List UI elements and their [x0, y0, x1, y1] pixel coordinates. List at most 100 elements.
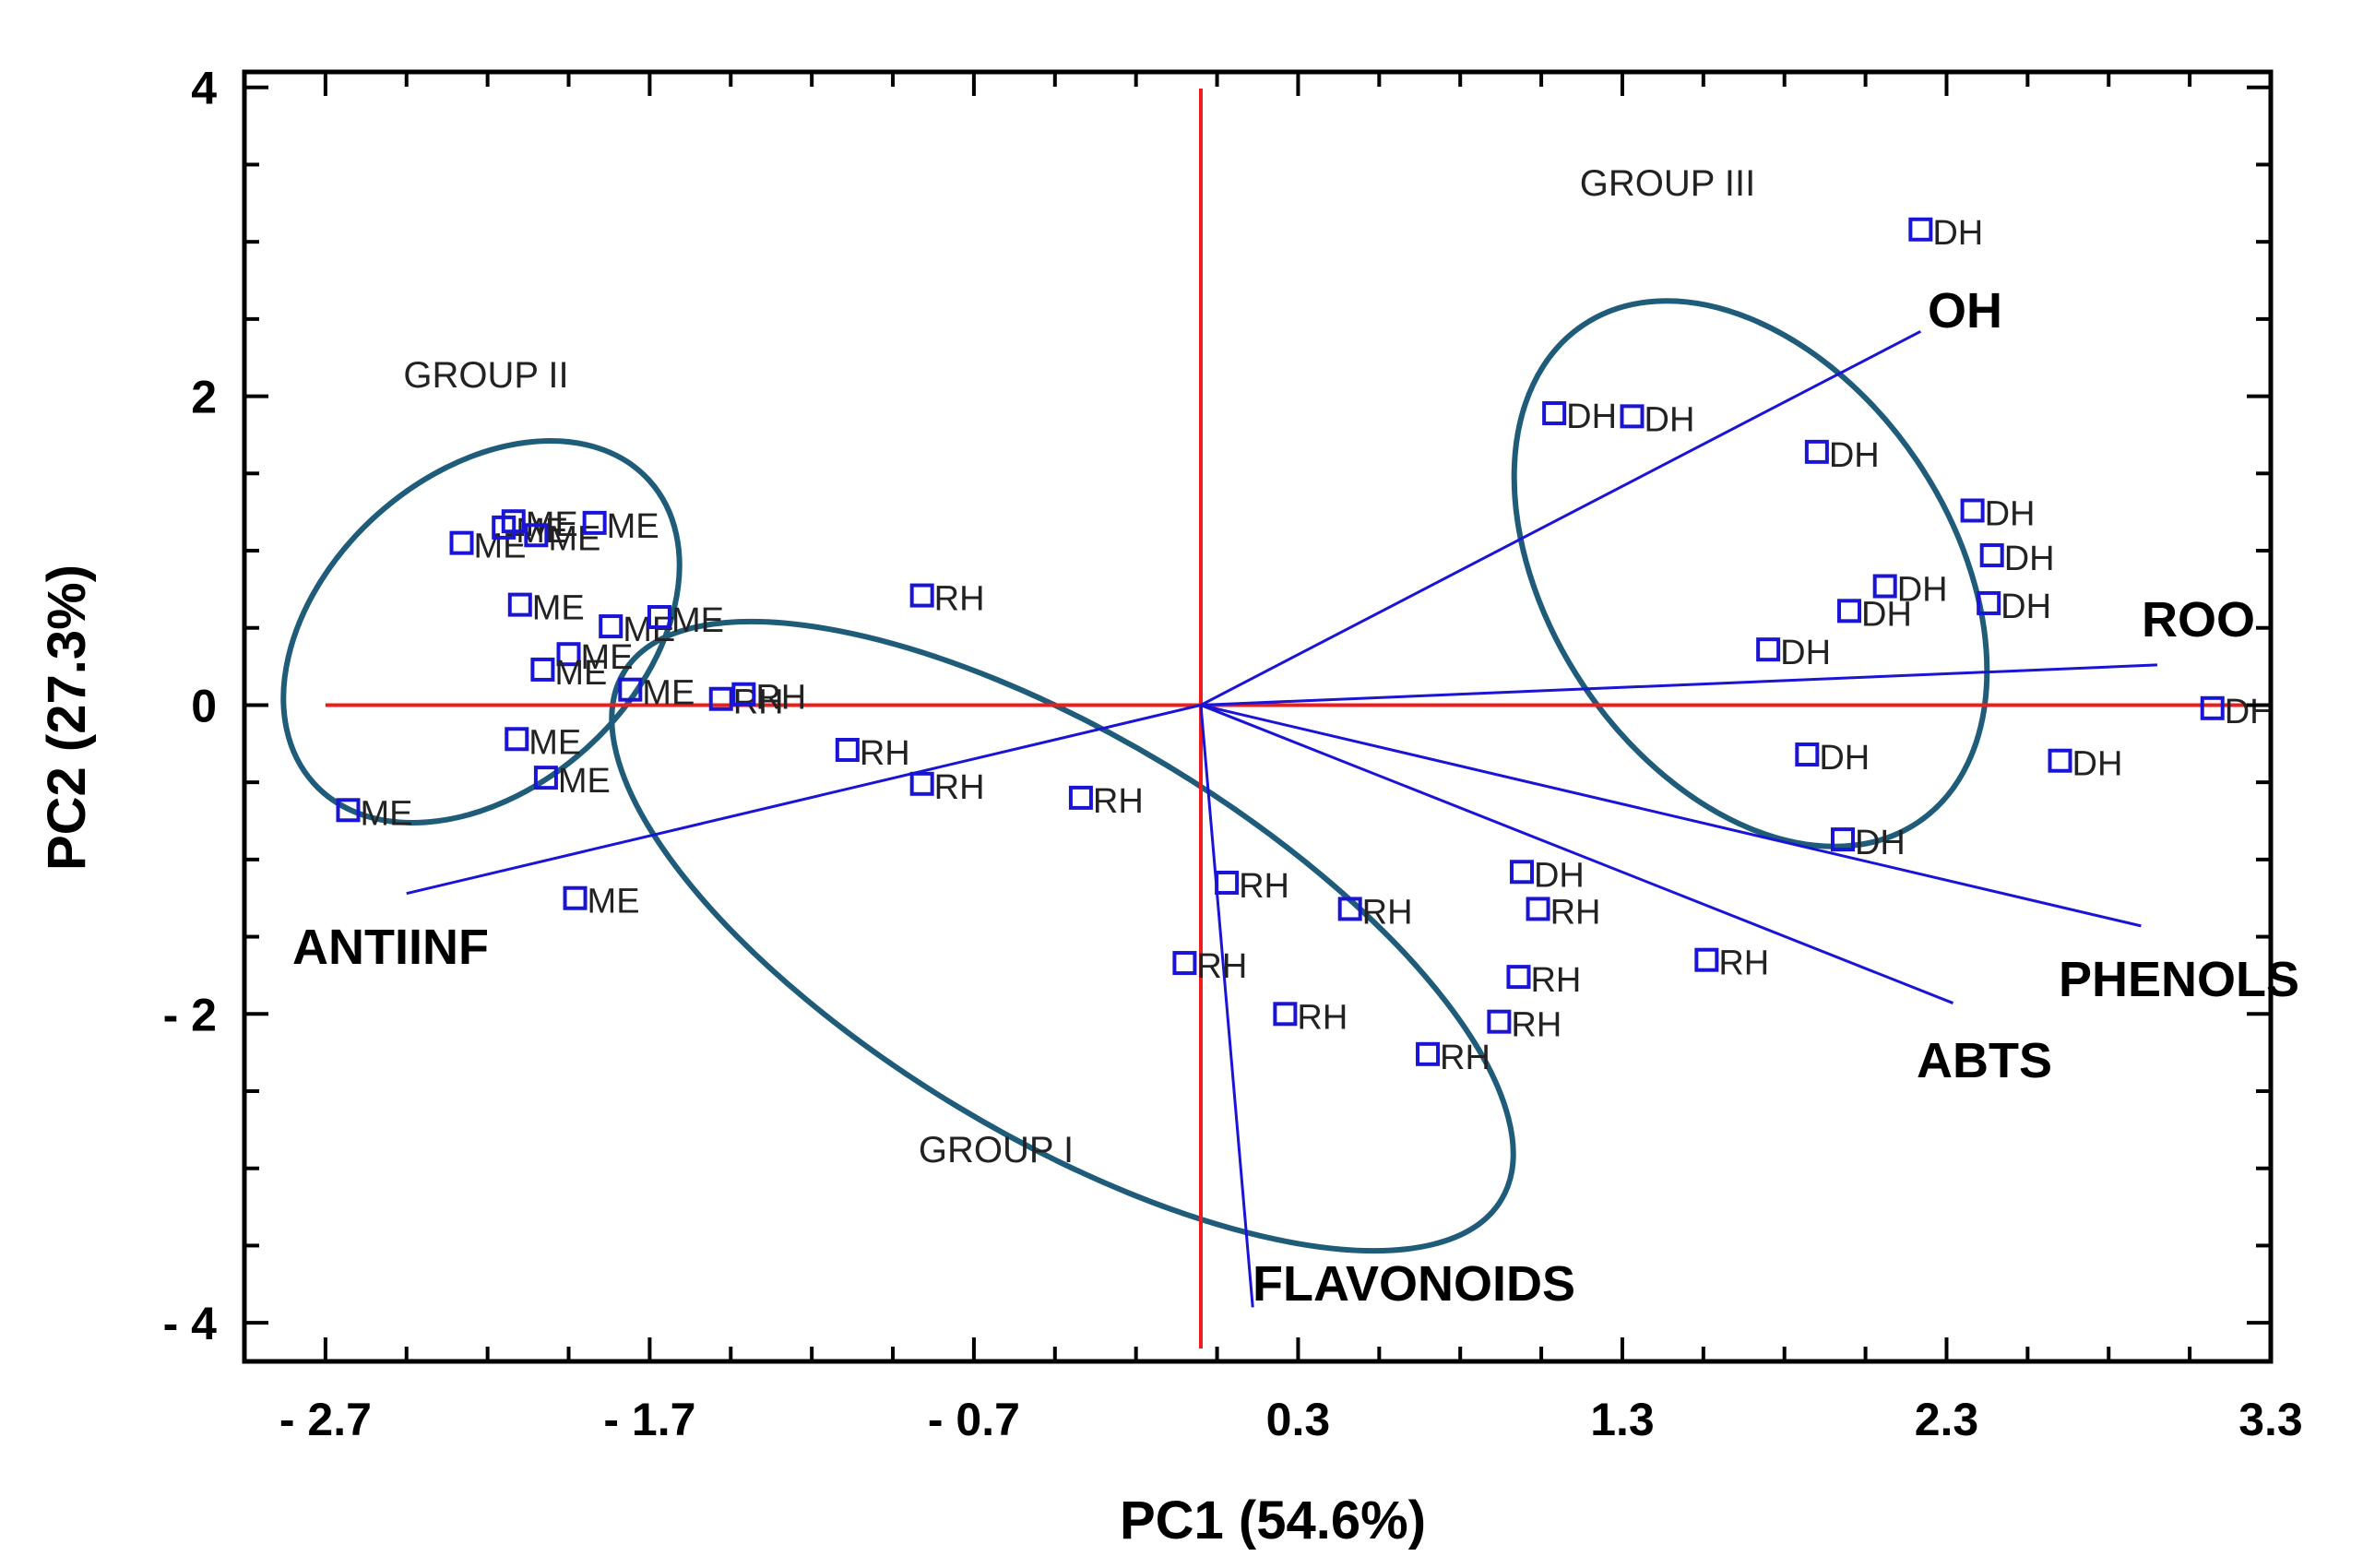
axis-ticks: 4 2 0 - 2 - 4 - 2.7 - 1.7 - 0.7 0.3 1.3 2.3 3.3 [163, 63, 2303, 1445]
point-label-dh-14: DH [1855, 824, 1906, 862]
loading-label-roo: ROO [2142, 592, 2255, 647]
group-ellipses [280, 298, 1990, 1254]
y-tick-label-1: 4 [191, 63, 217, 114]
point-me-14 [336, 798, 361, 823]
point-label-rh-9: RH [1297, 998, 1348, 1037]
point-label-dh-5: DH [1985, 494, 2036, 533]
point-rh-12 [1487, 1009, 1512, 1034]
point-dh-5 [1960, 498, 1985, 523]
point-dh-13 [2200, 695, 2225, 720]
loading-line-phenols [1200, 703, 2142, 928]
point-label-dh-1: DH [1932, 214, 1983, 253]
x-tick-label-5: 1.3 [1590, 1394, 1655, 1445]
point-label-dh-11: DH [1819, 739, 1870, 778]
point-rh-9 [1273, 1002, 1298, 1027]
point-label-me-12: ME [528, 723, 581, 762]
loading-line-abts [1200, 704, 1954, 1004]
point-me-15 [563, 885, 588, 910]
x-tick-label-1: - 2.7 [279, 1394, 372, 1445]
loading-line-flavonoids [1199, 705, 1254, 1308]
point-me-10 [530, 657, 555, 682]
group-ellipse-2 [280, 438, 683, 826]
point-label-rh-7: RH [1239, 867, 1289, 906]
point-rh-6 [1068, 785, 1093, 810]
point-label-rh-2: RH [755, 679, 806, 718]
point-label-dh-10: DH [1780, 634, 1831, 672]
y-tick-label-4: - 2 [163, 989, 217, 1040]
point-me-3 [501, 509, 526, 534]
point-dh-8 [1837, 599, 1862, 624]
group-label-2: GROUP II [403, 355, 568, 396]
point-dh-4 [1804, 439, 1829, 464]
group-ellipse-3 [1511, 298, 1990, 849]
point-me-7 [599, 614, 623, 639]
point-dh-6 [1979, 543, 2004, 568]
point-me-12 [505, 727, 529, 752]
point-dh-10 [1756, 637, 1781, 662]
point-label-rh-3: RH [934, 580, 985, 619]
point-label-me-6: ME [532, 589, 585, 628]
point-rh-4 [835, 737, 860, 762]
point-rh-11 [1416, 1041, 1441, 1066]
y-tick-label-3: 0 [191, 680, 217, 731]
point-label-me-10: ME [554, 654, 607, 693]
point-label-dh-8: DH [1861, 595, 1912, 634]
point-label-me-1: ME [474, 528, 527, 566]
point-label-rh-13: RH [1550, 893, 1601, 932]
point-label-dh-3: DH [1645, 400, 1695, 439]
point-dh-3 [1620, 404, 1645, 429]
point-rh-13 [1526, 897, 1550, 921]
x-tick-label-2: - 1.7 [603, 1394, 695, 1445]
point-label-rh-12: RH [1511, 1006, 1561, 1045]
point-label-me-13: ME [558, 762, 611, 801]
y-axis-title: PC2 (27.3%) [37, 564, 97, 871]
y-tick-label-5: - 4 [163, 1298, 218, 1349]
group-label-1: GROUP I [919, 1130, 1074, 1170]
point-dh-12 [2048, 748, 2072, 773]
point-rh-1 [708, 686, 733, 711]
point-me-1 [449, 530, 474, 555]
point-label-dh-15: DH [1534, 856, 1585, 895]
point-label-dh-4: DH [1829, 436, 1880, 475]
point-me-11 [618, 677, 643, 702]
point-dh-14 [1830, 827, 1855, 852]
point-label-me-15: ME [588, 883, 640, 921]
point-label-me-8: ME [671, 601, 724, 640]
point-dh-2 [1542, 401, 1567, 426]
point-me-5 [582, 510, 607, 535]
loading-label-phenols: PHENOLS [2059, 952, 2299, 1007]
point-label-rh-4: RH [860, 734, 910, 773]
plot-frame [242, 69, 2274, 1364]
chart-text: PC1 (54.6%) PC2 (27.3%) GROUP I GROUP II… [37, 163, 1755, 1550]
point-dh-1 [1908, 217, 1933, 242]
point-label-rh-14: RH [1530, 961, 1581, 1000]
point-rh-15 [1694, 947, 1719, 972]
point-label-me-14: ME [360, 794, 412, 833]
plot-border [242, 69, 2274, 1364]
point-label-rh-11: RH [1440, 1039, 1490, 1077]
point-rh-7 [1215, 870, 1240, 895]
point-dh-15 [1509, 860, 1534, 885]
point-label-dh-7: DH [1897, 571, 1948, 610]
loading-label-flavonoids: FLAVONOIDS [1253, 1256, 1575, 1312]
point-rh-3 [909, 583, 934, 608]
point-me-9 [556, 642, 581, 667]
point-rh-10 [1337, 897, 1362, 921]
point-rh-5 [909, 771, 934, 796]
point-label-rh-15: RH [1718, 944, 1769, 983]
group-label-3: GROUP III [1580, 163, 1755, 204]
point-me-4 [524, 523, 549, 548]
point-dh-11 [1795, 742, 1820, 767]
point-label-me-9: ME [581, 638, 634, 677]
point-label-rh-5: RH [934, 768, 985, 807]
loading-line-oh [1200, 329, 1922, 707]
group-ellipse-1 [609, 618, 1516, 1254]
loading-label-oh: OH [1928, 283, 2002, 339]
loading-label-abts: ABTS [1917, 1033, 2052, 1088]
point-label-rh-8: RH [1196, 947, 1247, 986]
y-tick-label-2: 2 [191, 372, 217, 423]
x-axis-title: PC1 (54.6%) [1120, 1491, 1426, 1550]
